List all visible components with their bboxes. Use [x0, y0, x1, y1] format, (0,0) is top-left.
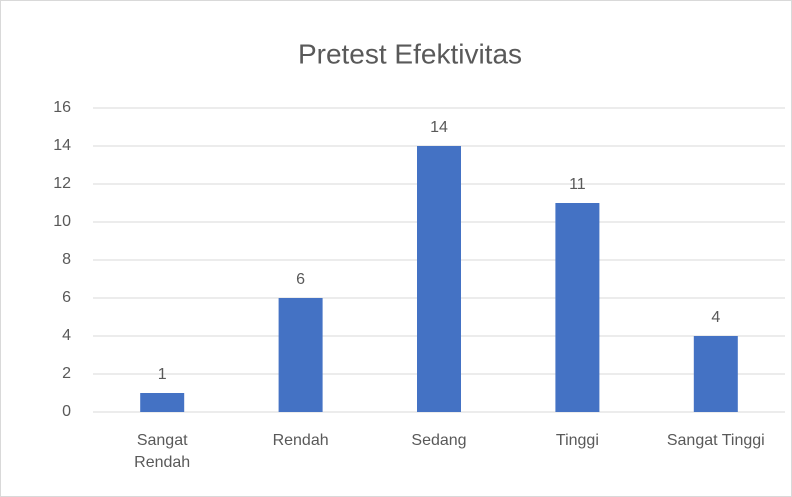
bar	[417, 146, 461, 412]
x-tick-label: Sangat Tinggi	[666, 432, 765, 449]
bar	[555, 203, 600, 412]
bar	[140, 393, 185, 412]
x-tick-label: Tinggi	[555, 432, 599, 449]
y-tick-label: 14	[53, 137, 71, 154]
x-tick-label: Sedang	[411, 432, 467, 449]
y-tick-label: 12	[53, 175, 71, 192]
x-tick-label: Sangat Rendah	[134, 432, 191, 471]
y-tick-label: 10	[53, 213, 71, 230]
y-tick-label: 16	[53, 99, 71, 116]
y-tick-label: 0	[62, 403, 71, 420]
y-tick-label: 4	[62, 327, 71, 344]
y-tick-label: 8	[62, 251, 71, 268]
chart-title: Pretest Efektivitas	[298, 38, 522, 69]
data-label: 11	[569, 176, 586, 193]
y-tick-label: 2	[62, 365, 71, 382]
data-label: 6	[296, 271, 305, 288]
y-tick-label: 6	[62, 289, 71, 306]
bar	[278, 298, 323, 412]
bar	[693, 336, 738, 412]
data-label: 1	[158, 366, 167, 383]
x-tick-label: Rendah	[272, 432, 329, 449]
data-label: 4	[711, 309, 720, 326]
data-label: 14	[430, 119, 448, 136]
